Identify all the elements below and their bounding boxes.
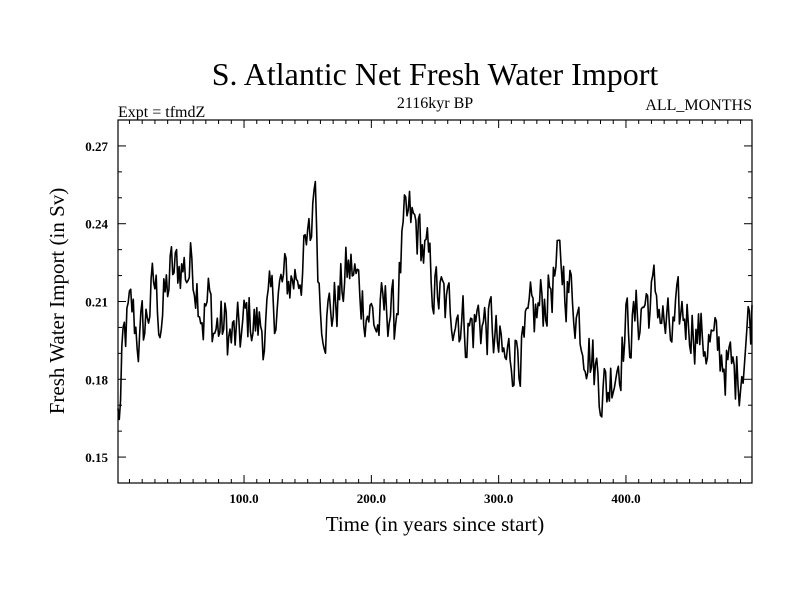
period-label: 2116kyr BP bbox=[397, 95, 473, 112]
x-axis-ticks: 100.0 200.0 300.0 400.0 bbox=[128, 120, 742, 506]
chart-title: S. Atlantic Net Fresh Water Import bbox=[212, 56, 659, 92]
y-axis-label: Fresh Water Import (in Sv) bbox=[45, 188, 69, 415]
x-tick-label: 200.0 bbox=[357, 491, 386, 506]
x-tick-label: 100.0 bbox=[229, 491, 258, 506]
y-tick-label: 0.27 bbox=[85, 139, 108, 154]
x-axis-label: Time (in years since start) bbox=[326, 512, 545, 536]
experiment-label: Expt = tfmdZ bbox=[118, 104, 205, 121]
x-tick-label: 400.0 bbox=[611, 491, 640, 506]
y-tick-label: 0.15 bbox=[85, 450, 108, 465]
y-tick-label: 0.21 bbox=[85, 295, 108, 310]
x-tick-label: 300.0 bbox=[484, 491, 513, 506]
y-tick-label: 0.24 bbox=[85, 217, 108, 232]
fresh-water-series-line bbox=[117, 180, 753, 421]
y-tick-label: 0.18 bbox=[85, 372, 108, 387]
y-axis-ticks: 0.15 0.18 0.21 0.24 0.27 bbox=[85, 119, 752, 484]
months-label: ALL_MONTHS bbox=[645, 97, 752, 114]
